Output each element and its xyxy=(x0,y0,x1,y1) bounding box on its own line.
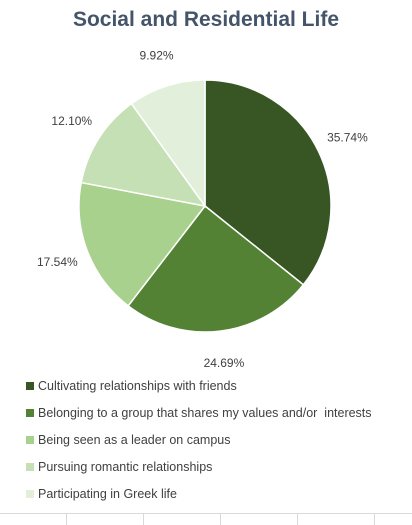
pie-chart: 35.74% 24.69% 17.54% 12.10% 9.92% xyxy=(37,49,368,370)
pie-slice xyxy=(78,181,207,307)
legend-label: Cultivating relationships with friends xyxy=(38,378,237,393)
legend-swatch xyxy=(26,435,34,444)
pie-slice xyxy=(130,79,206,209)
slice-percent-label: 17.54% xyxy=(37,255,78,269)
legend-swatch xyxy=(26,408,34,417)
legend-label: Being seen as a leader on campus xyxy=(38,432,231,447)
legend-item: Pursuing romantic relationships xyxy=(26,453,372,480)
legend-item: Being seen as a leader on campus xyxy=(26,426,372,453)
legend: Cultivating relationships with friends B… xyxy=(26,372,372,507)
slice-percent-label: 12.10% xyxy=(51,114,92,128)
legend-item: Participating in Greek life xyxy=(26,480,372,507)
pie-slice xyxy=(204,79,332,286)
legend-label: Pursuing romantic relationships xyxy=(38,459,213,474)
chart-title: Social and Residential Life xyxy=(72,8,340,31)
legend-item: Cultivating relationships with friends xyxy=(26,372,372,399)
legend-swatch xyxy=(26,489,34,498)
sheet-gridline xyxy=(0,513,412,525)
legend-item: Belonging to a group that shares my valu… xyxy=(26,399,372,426)
pie-slice xyxy=(80,102,207,208)
slice-percent-label: 9.92% xyxy=(140,49,174,63)
legend-label: Participating in Greek life xyxy=(38,486,177,501)
pie-slice xyxy=(127,204,305,333)
slice-percent-label: 24.69% xyxy=(204,356,245,370)
slice-percent-label: 35.74% xyxy=(327,131,368,145)
legend-swatch xyxy=(26,381,34,390)
legend-swatch xyxy=(26,462,34,471)
legend-label: Belonging to a group that shares my valu… xyxy=(38,405,372,420)
